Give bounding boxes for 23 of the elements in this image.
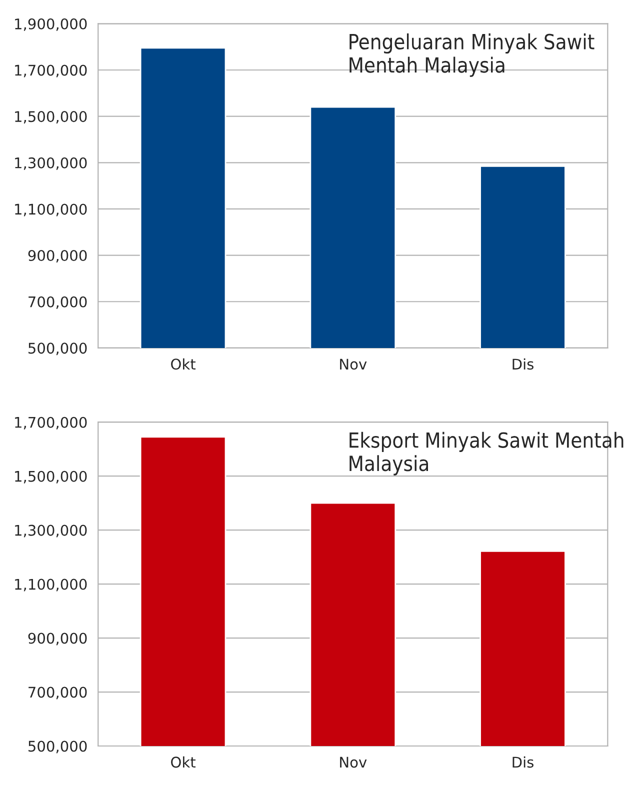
text: Pengeluaran Minyak Sawit Mentah Malaysia — [350, 33, 594, 77]
x-tick-label: Nov — [340, 358, 367, 370]
y-tick-label: 900,000 — [28, 250, 87, 263]
y-tick-label: 1,500,000 — [15, 111, 87, 124]
y-tick-label: 1,900,000 — [15, 18, 87, 31]
x-tick-label: Okt — [171, 756, 196, 768]
y-tick-label: 1,100,000 — [15, 578, 87, 592]
y-tick-label: 1,300,000 — [15, 157, 87, 170]
y-tick-label: 1,500,000 — [15, 470, 87, 484]
x-tick-label: Okt — [171, 358, 196, 370]
x-tick-label: Dis — [512, 756, 534, 768]
y-tick-label: 1,300,000 — [15, 524, 87, 538]
x-tick-label: Dis — [512, 358, 534, 370]
text: Eksport Minyak Sawit Mentah Malaysia — [350, 432, 624, 476]
y-tick-label: 700,000 — [28, 686, 87, 700]
y-tick-label: 500,000 — [28, 740, 87, 754]
y-tick-label: 900,000 — [28, 632, 87, 646]
x-tick-label: Nov — [340, 756, 367, 768]
y-tick-label: 700,000 — [28, 296, 87, 309]
y-tick-label: 1,700,000 — [15, 64, 87, 78]
y-tick-label: 1,100,000 — [15, 204, 87, 216]
y-tick-label: 1,700,000 — [15, 416, 87, 430]
y-tick-label: 500,000 — [28, 342, 87, 356]
